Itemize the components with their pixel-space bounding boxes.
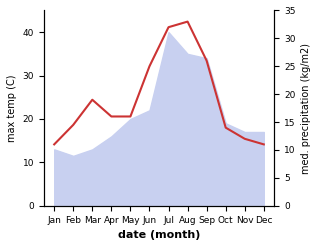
X-axis label: date (month): date (month) <box>118 230 200 240</box>
Y-axis label: max temp (C): max temp (C) <box>7 74 17 142</box>
Y-axis label: med. precipitation (kg/m2): med. precipitation (kg/m2) <box>301 43 311 174</box>
